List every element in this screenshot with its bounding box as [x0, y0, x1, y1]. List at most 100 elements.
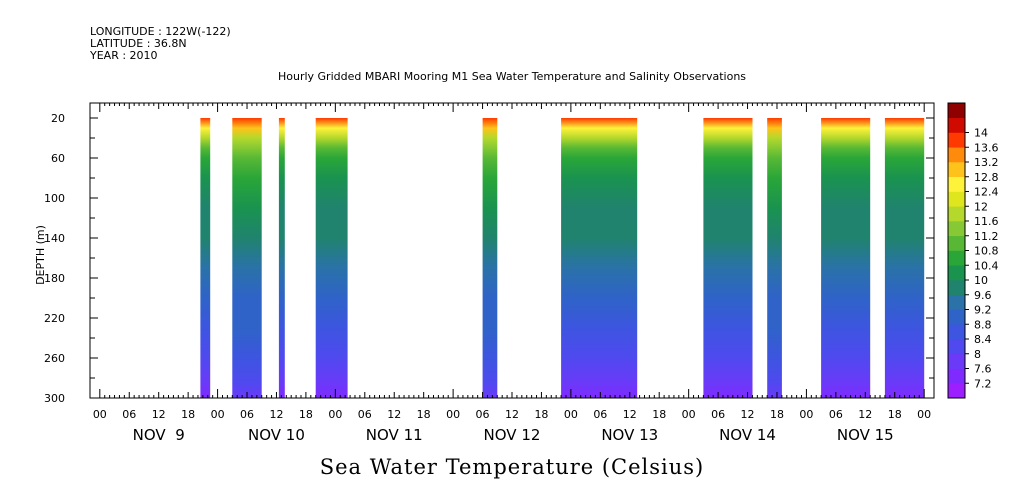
y-tick-labels: 20 60 100 140 180 220 260 300	[44, 112, 65, 405]
data-segment	[482, 118, 498, 398]
color-bar-swatch	[948, 383, 965, 399]
y-axis-label: DEPTH (m)	[34, 225, 47, 285]
day-label: NOV 10	[248, 426, 305, 444]
color-bar-swatch	[948, 235, 965, 251]
color-bar-swatch	[948, 103, 965, 119]
data-segments	[200, 118, 925, 398]
x-tick-label: 06	[593, 408, 607, 421]
axis-ticks	[90, 103, 934, 399]
x-tick-label: 00	[446, 408, 460, 421]
x-tick-label: 12	[152, 408, 166, 421]
data-segment	[278, 118, 285, 398]
color-bar-swatch	[948, 162, 965, 178]
color-bar-swatch	[948, 309, 965, 325]
data-segment	[200, 118, 211, 398]
color-bar-label: 9.6	[974, 289, 992, 302]
color-bar-label: 7.6	[974, 363, 992, 376]
data-segment	[821, 118, 871, 398]
x-tick-label: 06	[358, 408, 372, 421]
data-segment	[884, 118, 925, 398]
color-bar-swatch	[948, 265, 965, 281]
color-bar-label: 7.2	[974, 377, 992, 390]
color-bar-swatch	[948, 294, 965, 310]
day-labels: NOV 9 NOV 10 NOV 11 NOV 12 NOV 13 NOV 14 NOV 1…	[133, 426, 894, 444]
x-tick-label: 12	[741, 408, 755, 421]
color-bar-swatch	[948, 280, 965, 296]
x-tick-label: 00	[211, 408, 225, 421]
x-tick-label: 18	[534, 408, 548, 421]
color-bar-swatch	[948, 353, 965, 369]
x-tick-label: 12	[858, 408, 872, 421]
color-bar-swatch	[948, 132, 965, 148]
x-tick-label: 06	[476, 408, 490, 421]
x-tick-label: 12	[387, 408, 401, 421]
longitude-label: LONGITUDE : 122W(-122)	[90, 25, 231, 38]
x-tick-label: 18	[888, 408, 902, 421]
y-tick-label: 300	[44, 392, 65, 405]
color-bar	[947, 102, 966, 399]
x-tick-label: 06	[711, 408, 725, 421]
color-bar-label: 13.6	[974, 141, 999, 154]
y-tick-label: 20	[51, 112, 65, 125]
color-bar-label: 10	[974, 274, 988, 287]
y-tick-label: 180	[44, 272, 65, 285]
x-tick-labels: 00 06 12 18 00 06 12 18 00 06 12 18 00 06 12 18 00 06 12 18…	[93, 408, 931, 421]
color-bar-swatch	[948, 339, 965, 355]
color-bar-label: 12	[974, 200, 988, 213]
color-bar-label: 8.8	[974, 318, 992, 331]
x-tick-label: 06	[122, 408, 136, 421]
color-bar-swatch	[948, 147, 965, 163]
data-segment	[561, 118, 638, 398]
color-bar-swatch	[948, 324, 965, 340]
day-label: NOV 13	[601, 426, 658, 444]
color-bar-label: 12.4	[974, 186, 999, 199]
x-tick-label: 18	[652, 408, 666, 421]
x-tick-label: 12	[505, 408, 519, 421]
x-tick-label: 00	[93, 408, 107, 421]
data-segment	[703, 118, 753, 398]
latitude-label: LATITUDE : 36.8N	[90, 37, 187, 50]
x-tick-label: 06	[829, 408, 843, 421]
y-tick-label: 60	[51, 152, 65, 165]
x-tick-label: 00	[917, 408, 931, 421]
data-segment	[232, 118, 262, 398]
color-bar-label: 12.8	[974, 171, 999, 184]
color-bar-swatch	[948, 206, 965, 222]
data-segment	[315, 118, 348, 398]
day-label: NOV 11	[366, 426, 423, 444]
plot-frame	[89, 102, 935, 399]
color-bar-label: 10.8	[974, 245, 999, 258]
y-tick-label: 220	[44, 312, 65, 325]
color-bar-label: 8	[974, 348, 981, 361]
color-bar-label: 8.4	[974, 333, 992, 346]
y-tick-label: 140	[44, 232, 65, 245]
color-bar-swatch	[948, 176, 965, 192]
y-tick-label: 260	[44, 352, 65, 365]
year-label: YEAR : 2010	[89, 49, 158, 62]
x-tick-label: 00	[564, 408, 578, 421]
x-tick-label: 00	[682, 408, 696, 421]
day-label: NOV 14	[719, 426, 776, 444]
chart-title: Hourly Gridded MBARI Mooring M1 Sea Wate…	[278, 70, 746, 83]
x-tick-label: 12	[269, 408, 283, 421]
color-bar-label: 14	[974, 127, 988, 140]
x-tick-label: 18	[770, 408, 784, 421]
day-label: NOV 9	[133, 426, 185, 444]
color-bar-swatch	[948, 221, 965, 237]
color-bar-label: 10.4	[974, 259, 999, 272]
color-bar-swatch	[948, 368, 965, 384]
color-bar-label: 9.2	[974, 304, 992, 317]
x-tick-label: 18	[181, 408, 195, 421]
color-bar-swatch	[948, 191, 965, 207]
x-tick-label: 18	[417, 408, 431, 421]
y-tick-label: 100	[44, 192, 65, 205]
x-tick-label: 18	[299, 408, 313, 421]
color-bar-label: 11.2	[974, 230, 999, 243]
day-label: NOV 15	[837, 426, 894, 444]
x-tick-label: 00	[799, 408, 813, 421]
color-bar-label: 11.6	[974, 215, 999, 228]
x-tick-label: 00	[328, 408, 342, 421]
color-bar-labels: 7.27.688.48.89.29.61010.410.811.211.6121…	[965, 127, 999, 390]
color-bar-swatch	[948, 250, 965, 266]
